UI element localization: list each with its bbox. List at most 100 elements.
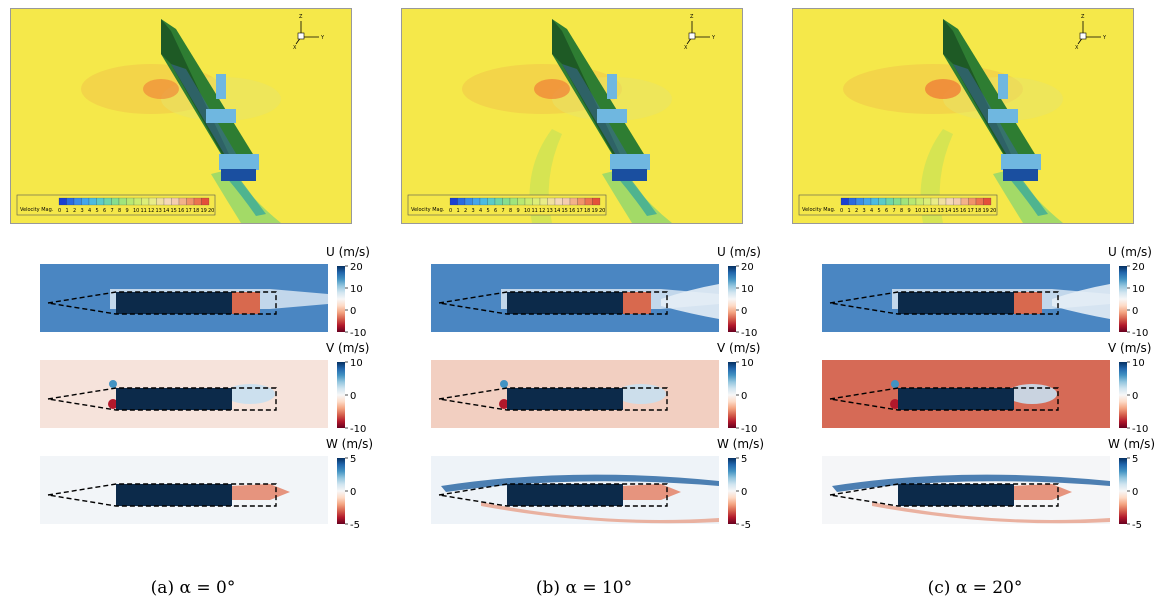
velocity-legend: Velocity Mag. 0 1 2 3 4 5 6 7 8 9 10 11 12 13 14 15 16 17 1… (16, 194, 216, 216)
ship-model (552, 19, 650, 181)
legend-tick: 9 (908, 208, 911, 214)
legend-tick: 20 (599, 208, 605, 214)
axis-triad-icon: Z Y X (1075, 14, 1107, 51)
colorbar-tick: 20 (350, 262, 363, 273)
colorbar-label: W (m/s) (1108, 437, 1155, 451)
colorbar-tick: 10 (741, 358, 754, 369)
legend-tick: 4 (870, 208, 873, 214)
legend-tick: 8 (118, 208, 121, 214)
panel-c: Z Y X Velocity Mag. 0 1 2 3 4 5 6 7 8 9 10 11 12 13 14 15 16… (782, 0, 1158, 614)
axis-label-x: X (293, 45, 297, 51)
legend-tick: 4 (88, 208, 91, 214)
legend-title: Velocity Mag. (802, 207, 836, 213)
colorbar-tick: 0 (350, 306, 356, 317)
legend-tick: 10 (915, 208, 921, 214)
obstacle-block (507, 292, 623, 314)
legend-tick: 7 (111, 208, 114, 214)
legend-tick: 13 (547, 208, 553, 214)
legend-tick: 14 (554, 208, 560, 214)
field-map (431, 360, 719, 428)
colorbar-tick: 0 (1132, 487, 1138, 498)
hull-outline (829, 483, 1059, 507)
legend-tick: 3 (863, 208, 866, 214)
hull-outline (438, 483, 668, 507)
colorbar-tick: -10 (350, 424, 366, 435)
panel-a: Z Y X Velocity Mag. 0 1 2 3 4 5 6 7 8 9 10 11 12 13 14 15 16… (0, 0, 386, 614)
colorbar-label: V (m/s) (717, 341, 760, 355)
obstacle-block (898, 292, 1014, 314)
legend-tick: 3 (472, 208, 475, 214)
velocity-legend: Velocity Mag. 0 1 2 3 4 5 6 7 8 9 10 11 12 13 14 15 16 17 1… (407, 194, 607, 216)
legend-tick: 2 (855, 208, 858, 214)
colorbar-tick: 0 (1132, 306, 1138, 317)
colorbar-label: W (m/s) (326, 437, 373, 451)
colorbar-tick: -5 (1132, 520, 1142, 531)
legend-tick: 16 (178, 208, 184, 214)
velocity-render: Z Y X Velocity Mag. 0 1 2 3 4 5 6 7 8 9 10 11 12 13 14 15 16… (401, 8, 743, 224)
colorbar-label: V (m/s) (326, 341, 369, 355)
obstacle-block (898, 484, 1014, 506)
legend-tick: 9 (126, 208, 129, 214)
field-map (822, 264, 1110, 332)
colorbar-tick: 5 (741, 454, 747, 465)
colorbar: U (m/s) 20 10 0 -10 (1108, 245, 1152, 339)
legend-tick: 3 (81, 208, 84, 214)
obstacle-block (116, 292, 232, 314)
hull-outline (829, 291, 1059, 315)
velocity-render: Z Y X Velocity Mag. 0 1 2 3 4 5 6 7 8 9 10 11 12 13 14 15 16… (10, 8, 352, 224)
legend-tick: 15 (171, 208, 177, 214)
obstacle-block (116, 388, 232, 410)
axis-triad-icon: Z Y X (684, 14, 716, 51)
obstacle-block (116, 484, 232, 506)
velocity-legend: Velocity Mag. 0 1 2 3 4 5 6 7 8 9 10 11 12 13 14 15 16 17 1… (798, 194, 998, 216)
legend-tick: 8 (900, 208, 903, 214)
legend-tick: 10 (524, 208, 530, 214)
hull-outline (47, 483, 277, 507)
colorbar: W (m/s) 5 0 -5 (326, 437, 373, 531)
colorbar-label: U (m/s) (717, 245, 761, 259)
legend-tick: 16 (960, 208, 966, 214)
colorbar-tick: -5 (350, 520, 360, 531)
colorbar-label: V (m/s) (1108, 341, 1151, 355)
field-plot-w: W (m/s) 5 0 -5 (812, 436, 1158, 540)
legend-tick: 7 (893, 208, 896, 214)
colorbar-tick: 0 (741, 306, 747, 317)
colorbar-tick: -5 (741, 520, 751, 531)
legend-tick: 15 (953, 208, 959, 214)
colorbar-tick: -10 (1132, 424, 1148, 435)
colorbar-tick: -10 (1132, 328, 1148, 339)
legend-tick: 0 (840, 208, 843, 214)
legend-tick: 13 (156, 208, 162, 214)
legend-tick: 19 (983, 208, 989, 214)
legend-title: Velocity Mag. (411, 207, 445, 213)
colorbar-tick: 10 (350, 358, 363, 369)
legend-tick: 11 (141, 208, 147, 214)
colorbar: U (m/s) 20 10 0 -10 (717, 245, 761, 339)
colorbar-tick: -10 (741, 424, 757, 435)
field-map (40, 456, 328, 524)
field-map (40, 360, 328, 428)
legend-tick: 11 (923, 208, 929, 214)
colorbar-tick: 0 (1132, 391, 1138, 402)
axis-label-x: X (684, 45, 688, 51)
legend-tick: 2 (464, 208, 467, 214)
legend-tick: 19 (201, 208, 207, 214)
hull-outline (47, 387, 277, 411)
legend-tick: 20 (990, 208, 996, 214)
field-map (822, 456, 1110, 524)
legend-tick: 6 (494, 208, 497, 214)
legend-tick: 8 (509, 208, 512, 214)
colorbar: W (m/s) 5 0 -5 (1108, 437, 1155, 531)
legend-tick: 5 (96, 208, 99, 214)
colorbar-tick: 10 (741, 284, 754, 295)
field-plot-u: U (m/s) 20 10 0 -10 (421, 244, 767, 348)
field-map (431, 264, 719, 332)
field-map (40, 264, 328, 332)
colorbar-tick: -10 (350, 328, 366, 339)
legend-tick: 11 (532, 208, 538, 214)
colorbar-tick: -10 (741, 328, 757, 339)
panel-caption: (a) α = 0° (150, 578, 236, 598)
legend-tick: 5 (878, 208, 881, 214)
axis-label-y: Y (1102, 35, 1107, 41)
panel-caption: (b) α = 10° (535, 578, 633, 598)
